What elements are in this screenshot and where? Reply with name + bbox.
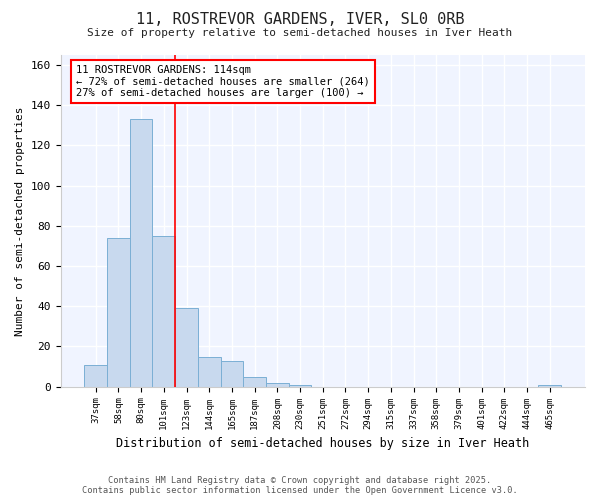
- Text: 11, ROSTREVOR GARDENS, IVER, SL0 0RB: 11, ROSTREVOR GARDENS, IVER, SL0 0RB: [136, 12, 464, 28]
- Bar: [266, 382, 289, 386]
- Bar: [152, 236, 175, 386]
- Bar: [538, 384, 561, 386]
- Text: Size of property relative to semi-detached houses in Iver Heath: Size of property relative to semi-detach…: [88, 28, 512, 38]
- X-axis label: Distribution of semi-detached houses by size in Iver Heath: Distribution of semi-detached houses by …: [116, 437, 529, 450]
- Bar: [221, 360, 243, 386]
- Y-axis label: Number of semi-detached properties: Number of semi-detached properties: [15, 106, 25, 336]
- Bar: [243, 376, 266, 386]
- Bar: [85, 364, 107, 386]
- Bar: [198, 356, 221, 386]
- Text: 11 ROSTREVOR GARDENS: 114sqm
← 72% of semi-detached houses are smaller (264)
27%: 11 ROSTREVOR GARDENS: 114sqm ← 72% of se…: [76, 65, 370, 98]
- Text: Contains HM Land Registry data © Crown copyright and database right 2025.
Contai: Contains HM Land Registry data © Crown c…: [82, 476, 518, 495]
- Bar: [130, 120, 152, 386]
- Bar: [107, 238, 130, 386]
- Bar: [289, 384, 311, 386]
- Bar: [175, 308, 198, 386]
